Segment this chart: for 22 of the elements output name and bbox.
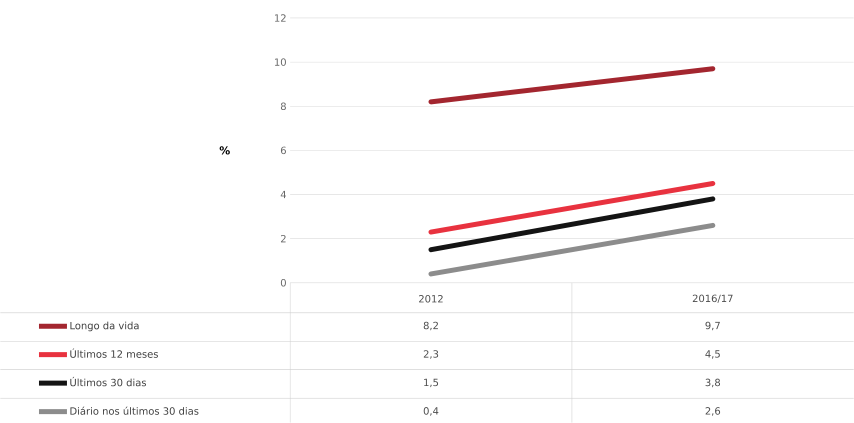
data-label: 4,5: [705, 350, 720, 359]
legend-label: Longo da vida: [70, 322, 139, 332]
y-tick-label: 10: [275, 58, 286, 66]
y-tick-label: 0: [280, 279, 286, 287]
legend-label: Últimos 30 dias: [70, 376, 146, 386]
data-label: 2,3: [424, 350, 438, 359]
x-tick-label: 2012: [419, 295, 443, 303]
y-tick-label: 6: [280, 146, 286, 154]
x-tick-label: 2016/17: [692, 294, 733, 303]
legend-label: Diário nos últimos 30 dias: [70, 406, 198, 415]
legend-label: Últimos 12 meses: [70, 348, 158, 358]
y-tick-label: 12: [275, 14, 286, 22]
data-label: 8,2: [424, 322, 438, 330]
data-label: 9,7: [706, 322, 720, 330]
y-tick-label: 8: [280, 102, 286, 110]
y-tick-label: 4: [280, 190, 286, 198]
data-label: 3,8: [706, 378, 720, 388]
data-label: 0,4: [424, 407, 438, 416]
y-tick-label: 2: [280, 234, 286, 242]
y-axis-title: %: [220, 146, 230, 155]
data-label: 2,6: [706, 407, 720, 416]
data-label: 1,5: [424, 378, 438, 388]
